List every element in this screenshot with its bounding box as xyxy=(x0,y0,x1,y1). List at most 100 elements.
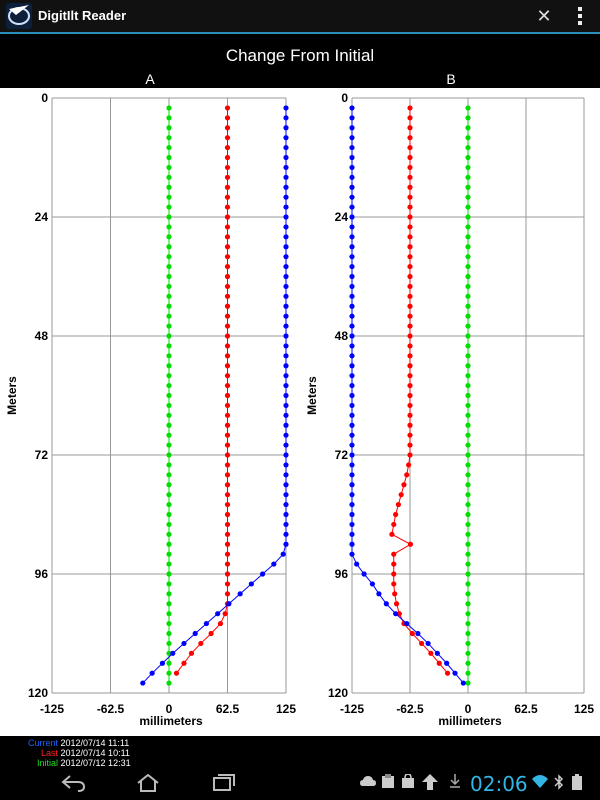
x-tick-label: 0 xyxy=(166,702,173,716)
data-point-last xyxy=(224,501,231,508)
data-point-initial xyxy=(166,492,172,498)
recent-apps-icon[interactable] xyxy=(210,774,236,792)
data-point-current xyxy=(349,254,355,260)
data-point-last xyxy=(224,591,231,597)
data-point-last xyxy=(393,601,400,607)
data-point-last xyxy=(188,650,195,656)
y-tick-label: 72 xyxy=(335,448,349,462)
overflow-menu-button[interactable] xyxy=(570,4,590,28)
data-point-current xyxy=(349,402,355,409)
data-point-last xyxy=(407,442,413,448)
data-point-current xyxy=(283,402,289,409)
data-point-last xyxy=(407,174,413,180)
data-point-current xyxy=(349,531,355,537)
data-point-initial xyxy=(166,650,172,656)
data-point-current xyxy=(149,670,155,676)
system-bar: 02:06 xyxy=(0,766,600,800)
data-point-last xyxy=(224,531,231,537)
overflow-dot xyxy=(578,14,582,18)
data-point-initial xyxy=(465,680,471,686)
data-point-initial xyxy=(465,541,471,547)
data-point-initial xyxy=(465,492,471,498)
data-point-initial xyxy=(465,462,471,468)
data-point-initial xyxy=(465,125,471,131)
data-point-current xyxy=(283,422,289,428)
data-point-current xyxy=(349,293,355,299)
data-point-last xyxy=(224,293,231,299)
data-point-current xyxy=(349,392,355,399)
y-tick-label: 120 xyxy=(28,686,48,700)
data-point-initial xyxy=(465,333,471,339)
data-point-current xyxy=(349,313,355,319)
data-point-current xyxy=(349,551,355,557)
data-point-last xyxy=(224,363,231,369)
data-point-current xyxy=(283,313,289,319)
x-axis-label: millimeters xyxy=(139,714,203,728)
data-point-current xyxy=(434,650,440,656)
data-point-last xyxy=(224,125,231,131)
data-point-initial xyxy=(166,422,172,428)
data-point-last xyxy=(224,353,231,359)
data-point-initial xyxy=(166,373,172,379)
data-point-current xyxy=(226,601,232,607)
data-point-last xyxy=(407,392,413,399)
data-point-last xyxy=(398,492,404,498)
data-point-initial xyxy=(166,412,172,418)
data-point-initial xyxy=(166,670,172,676)
data-point-initial xyxy=(465,234,471,240)
legend-initial-label: Initial xyxy=(36,758,58,768)
data-point-last xyxy=(436,660,442,666)
data-point-last xyxy=(224,432,231,438)
data-point-last xyxy=(406,462,412,468)
chart-b: B -125 -62.5 0 62.5 125 0 24 48 72 96 120 millimeter… xyxy=(305,71,594,728)
data-point-initial xyxy=(166,640,172,647)
data-point-last xyxy=(407,244,413,250)
data-point-last xyxy=(391,551,397,557)
data-point-last xyxy=(407,154,413,161)
data-point-initial xyxy=(166,135,172,141)
close-button[interactable]: ✕ xyxy=(532,4,556,28)
data-point-initial xyxy=(166,581,172,587)
data-point-current xyxy=(192,630,198,637)
data-point-initial xyxy=(465,670,471,676)
data-point-last xyxy=(224,273,231,280)
data-point-initial xyxy=(465,472,471,478)
data-point-initial xyxy=(166,283,172,290)
data-point-current xyxy=(349,214,355,220)
data-point-last xyxy=(224,551,231,557)
data-point-last xyxy=(224,472,231,478)
data-point-last xyxy=(224,492,231,498)
data-point-last xyxy=(407,422,413,428)
data-point-initial xyxy=(465,521,471,528)
data-point-initial xyxy=(465,115,471,121)
data-point-initial xyxy=(166,174,172,180)
data-point-last xyxy=(419,640,425,647)
legend-current-label: Current xyxy=(27,738,58,748)
data-point-last xyxy=(208,630,214,637)
data-point-last xyxy=(222,611,228,617)
data-point-last xyxy=(407,303,413,309)
data-point-current xyxy=(283,353,289,359)
data-point-last xyxy=(407,323,413,329)
app-logo-icon[interactable] xyxy=(6,3,32,29)
data-point-initial xyxy=(166,115,172,121)
data-point-current xyxy=(349,263,355,270)
data-point-current xyxy=(349,432,355,438)
data-point-initial xyxy=(166,343,172,349)
data-point-initial xyxy=(465,353,471,359)
data-point-current xyxy=(283,373,289,379)
data-point-initial xyxy=(465,482,471,488)
data-point-current xyxy=(283,283,289,290)
data-point-initial xyxy=(166,164,172,171)
data-point-current xyxy=(283,412,289,418)
data-point-initial xyxy=(465,442,471,448)
data-point-last xyxy=(224,571,231,577)
data-point-initial xyxy=(465,432,471,438)
home-icon[interactable] xyxy=(135,774,161,792)
back-icon[interactable] xyxy=(60,774,86,792)
data-point-initial xyxy=(166,432,172,438)
legend-initial-value: 2012/07/12 12:31 xyxy=(60,758,131,768)
data-point-current xyxy=(215,611,221,617)
data-point-current xyxy=(349,244,355,250)
chart-title: B xyxy=(446,71,455,87)
